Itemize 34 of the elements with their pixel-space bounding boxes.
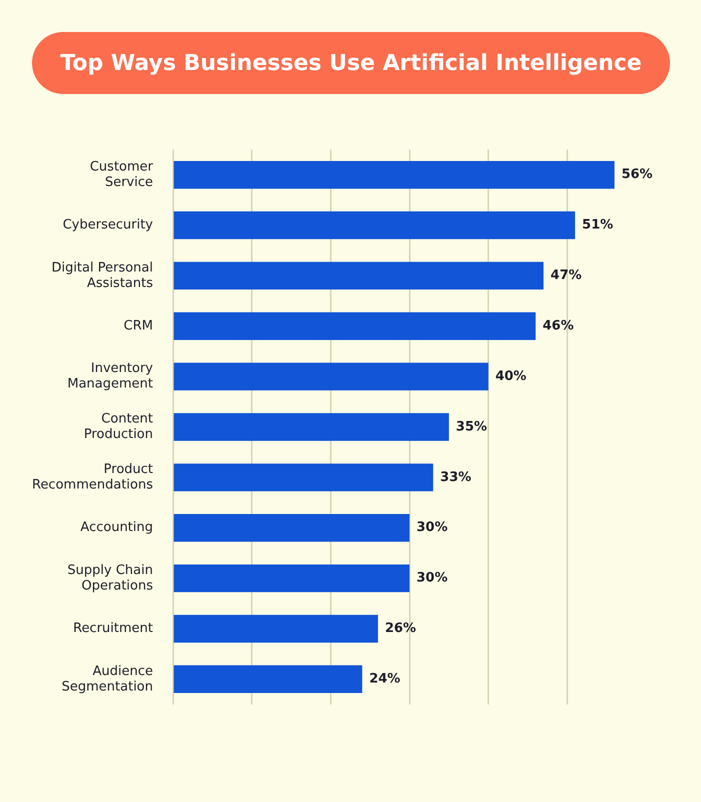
bar xyxy=(174,413,449,441)
y-tick-label: Customer Service xyxy=(90,159,154,190)
bar xyxy=(174,160,614,189)
y-tick-label: Recruitment xyxy=(73,621,154,636)
bar xyxy=(174,665,362,694)
bar xyxy=(174,514,410,542)
y-tick-label: Inventory Management xyxy=(67,361,154,392)
y-tick-label: Accounting xyxy=(80,520,154,536)
data-label: 30% xyxy=(416,520,448,536)
data-label: 35% xyxy=(456,419,488,434)
data-label: 47% xyxy=(550,268,582,284)
y-tick-label: CRM xyxy=(124,318,154,334)
data-label: 40% xyxy=(495,368,526,384)
y-tick-label: Audience Segmentation xyxy=(62,664,154,694)
bar xyxy=(174,312,536,340)
bar xyxy=(174,362,488,390)
bar xyxy=(174,614,378,643)
bar xyxy=(174,464,434,492)
y-tick-label: Supply Chain Operations xyxy=(67,562,154,594)
data-label: 26% xyxy=(384,621,416,636)
data-label: 24% xyxy=(369,672,400,687)
data-label: 46% xyxy=(542,318,574,334)
y-tick-label: Cybersecurity xyxy=(62,218,154,233)
y-tick-label: Content Production xyxy=(84,412,154,442)
data-label: 30% xyxy=(416,570,448,586)
bar xyxy=(174,211,576,240)
y-tick-label: Product Recommendations xyxy=(32,462,154,493)
data-label: 33% xyxy=(440,470,472,485)
data-label: 51% xyxy=(582,218,614,233)
chart-title: Top Ways Businesses Use Artificial Intelligence xyxy=(32,32,670,94)
bar xyxy=(174,262,544,290)
data-label: 56% xyxy=(621,167,653,182)
y-tick-label: Digital Personal Assistants xyxy=(51,260,154,291)
bar xyxy=(174,564,410,592)
